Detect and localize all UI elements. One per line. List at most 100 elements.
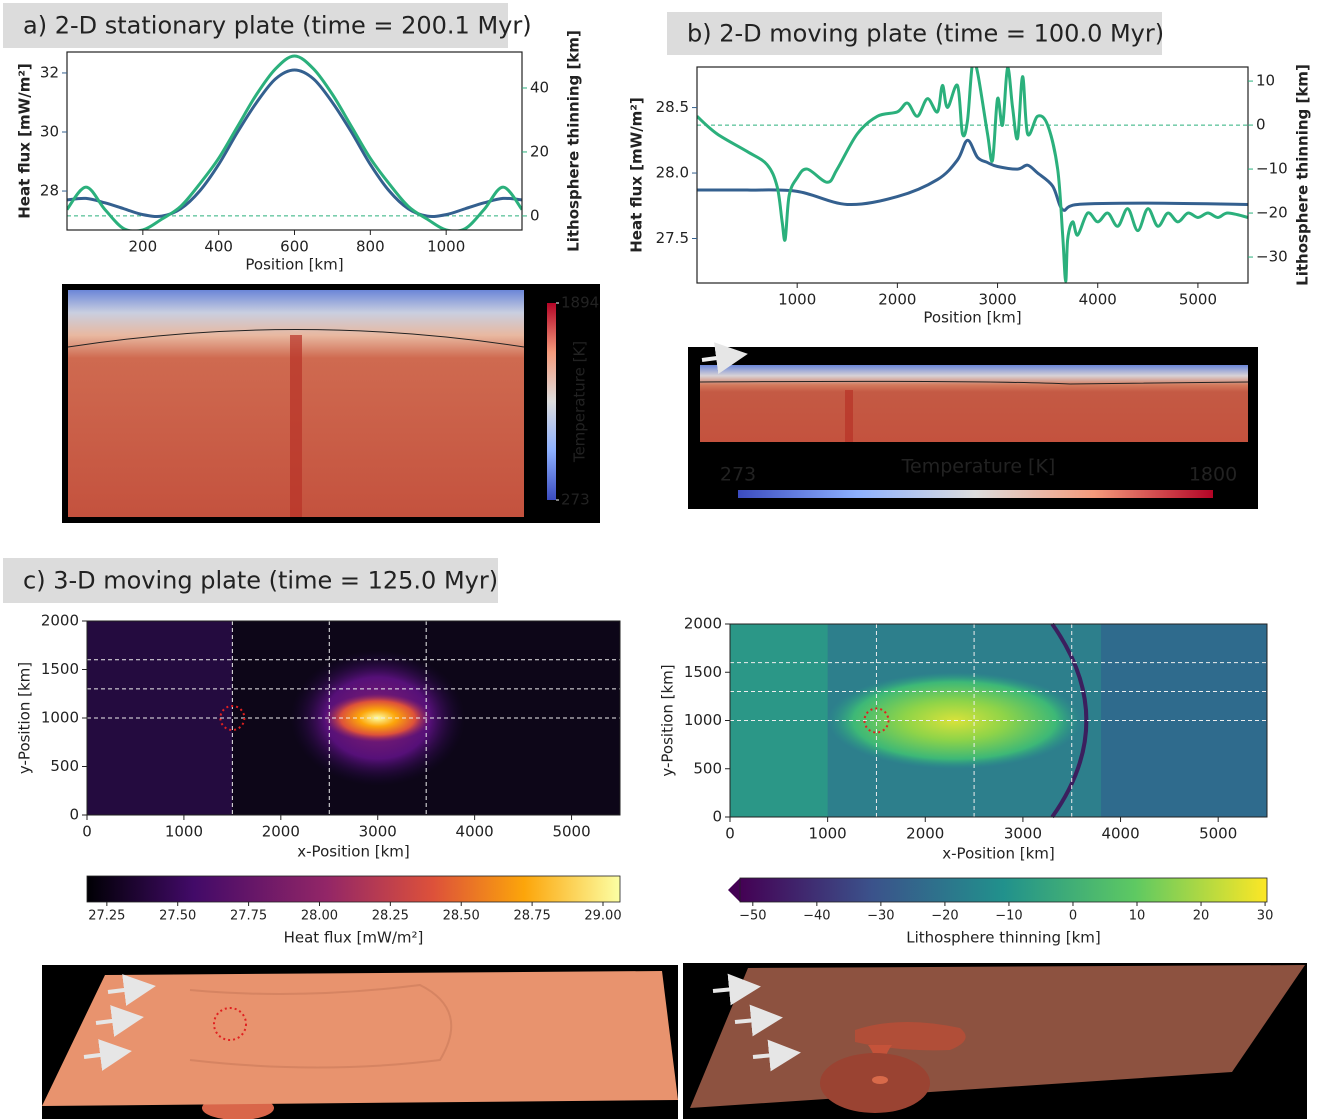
render-right xyxy=(683,963,1307,1119)
colorbar-tick-label: 27.75 xyxy=(230,909,267,924)
colorbar-tick-label: 29.00 xyxy=(584,909,621,924)
y-tick-label: 28.0 xyxy=(656,164,689,182)
x-tick-label: 3000 xyxy=(1004,825,1042,843)
colorbar xyxy=(86,875,621,903)
y-axis-label: y-Position [km] xyxy=(16,662,34,774)
plot-frame xyxy=(696,66,1249,284)
series-line xyxy=(67,68,522,218)
x-tick-label: 400 xyxy=(204,238,233,256)
marker-circle xyxy=(863,707,890,734)
colorbar-tick-label: 30 xyxy=(1257,909,1274,924)
colorbar-tick-label: 27.25 xyxy=(88,909,125,924)
y-tick-label: 27.5 xyxy=(656,229,689,247)
render-left xyxy=(42,965,678,1119)
y-tick-label: 28 xyxy=(40,182,59,200)
x-tick-label: 600 xyxy=(280,238,309,256)
colorbar-tick-label: 273 xyxy=(720,464,756,486)
series-line xyxy=(67,54,522,230)
y-axis-label: Heat flux [mW/m²] xyxy=(16,63,34,219)
x-tick-label: 1000 xyxy=(778,291,816,309)
x-tick-label: 5000 xyxy=(1179,291,1217,309)
y2-tick-label: 10 xyxy=(1256,72,1275,90)
colorbar-label: Temperature [K] xyxy=(571,341,589,463)
colorbar-tick-label: −10 xyxy=(995,909,1022,924)
y2-tick-label: 20 xyxy=(530,142,549,160)
x-tick-label: 800 xyxy=(356,238,385,256)
x-tick-label: 4000 xyxy=(1101,825,1139,843)
y2-tick-label: 0 xyxy=(1256,116,1266,134)
field-front xyxy=(1050,622,1089,819)
colorbar-label: Heat flux [mW/m²] xyxy=(284,929,424,947)
y-tick-label: 30 xyxy=(40,122,59,140)
y-axis-label: Heat flux [mW/m²] xyxy=(628,97,646,253)
colorbar-tick-label: 28.75 xyxy=(514,909,551,924)
x-tick-label: 1000 xyxy=(427,238,465,256)
x-tick-label: 200 xyxy=(129,238,158,256)
y-tick-label: 500 xyxy=(693,759,722,777)
colorbar-label: Lithosphere thinning [km] xyxy=(906,929,1101,947)
x-tick-label: 3000 xyxy=(359,823,397,841)
y-tick-label: 1500 xyxy=(41,660,79,678)
colorbar-tick-label: 273 xyxy=(561,491,590,509)
panel-title: a) 2-D stationary plate (time = 200.1 My… xyxy=(23,12,532,40)
x-tick-label: 5000 xyxy=(1199,825,1237,843)
lithosphere-contour xyxy=(699,380,1249,385)
colorbar-tick-label: 0 xyxy=(1069,909,1077,924)
plume xyxy=(845,390,853,442)
colorbar-tick-label: −20 xyxy=(931,909,958,924)
y2-tick-label: −10 xyxy=(1256,160,1288,178)
x-tick-label: 1000 xyxy=(165,823,203,841)
panel-title: c) 3-D moving plate (time = 125.0 Myr) xyxy=(23,567,498,595)
colorbar xyxy=(739,877,1268,903)
title-box xyxy=(3,558,498,603)
colorbar-tick-label: 1800 xyxy=(1189,464,1237,486)
plot-frame xyxy=(66,51,523,231)
y-tick-label: 1500 xyxy=(684,663,722,681)
colorbar-tick-label: 28.25 xyxy=(372,909,409,924)
x-tick-label: 2000 xyxy=(262,823,300,841)
x-tick-label: 4000 xyxy=(456,823,494,841)
y-tick-label: 2000 xyxy=(41,612,79,630)
marker-circle xyxy=(219,705,246,731)
y-tick-label: 2000 xyxy=(684,615,722,633)
colorbar-tick-label: 10 xyxy=(1129,909,1146,924)
y-tick-label: 1000 xyxy=(684,711,722,729)
y2-tick-label: 40 xyxy=(530,78,549,96)
y-tick-label: 500 xyxy=(50,757,79,775)
y-tick-label: 1000 xyxy=(41,709,79,727)
field-band xyxy=(1101,624,1267,817)
temperature-field xyxy=(700,365,1248,442)
x-tick-label: 4000 xyxy=(1079,291,1117,309)
colorbar-tick-label: −30 xyxy=(867,909,894,924)
x-tick-label: 2000 xyxy=(906,825,944,843)
x-axis-label: x-Position [km] xyxy=(942,845,1054,863)
x-tick-label: 5000 xyxy=(552,823,590,841)
colorbar-tick-label: 27.50 xyxy=(159,909,196,924)
x-axis-label: Position [km] xyxy=(245,256,343,274)
y2-axis-label: Lithosphere thinning [km] xyxy=(565,30,583,252)
x-tick-label: 0 xyxy=(82,823,92,841)
y2-tick-label: −20 xyxy=(1256,204,1288,222)
colorbar-extend xyxy=(728,878,740,902)
y2-axis-label: Lithosphere thinning [km] xyxy=(1294,64,1312,286)
y-tick-label: 28.5 xyxy=(656,98,689,116)
x-axis-label: x-Position [km] xyxy=(297,843,409,861)
series-line xyxy=(697,138,1248,212)
title-box xyxy=(3,3,508,48)
y-tick-label: 32 xyxy=(40,63,59,81)
x-tick-label: 3000 xyxy=(978,291,1016,309)
colorbar-tick-label: 20 xyxy=(1193,909,1210,924)
colorbar-tick-label: 1894 xyxy=(561,294,599,312)
x-tick-label: 0 xyxy=(725,825,735,843)
x-tick-label: 2000 xyxy=(878,291,916,309)
x-tick-label: 1000 xyxy=(809,825,847,843)
colorbar xyxy=(738,490,1213,498)
lithosphere-contour xyxy=(67,329,525,348)
title-box xyxy=(667,12,1162,55)
colorbar-tick-label: −40 xyxy=(803,909,830,924)
y2-tick-label: 0 xyxy=(530,206,540,224)
plume xyxy=(290,335,302,517)
y-axis-label: y-Position [km] xyxy=(659,664,677,776)
motion-arrow xyxy=(701,342,748,374)
